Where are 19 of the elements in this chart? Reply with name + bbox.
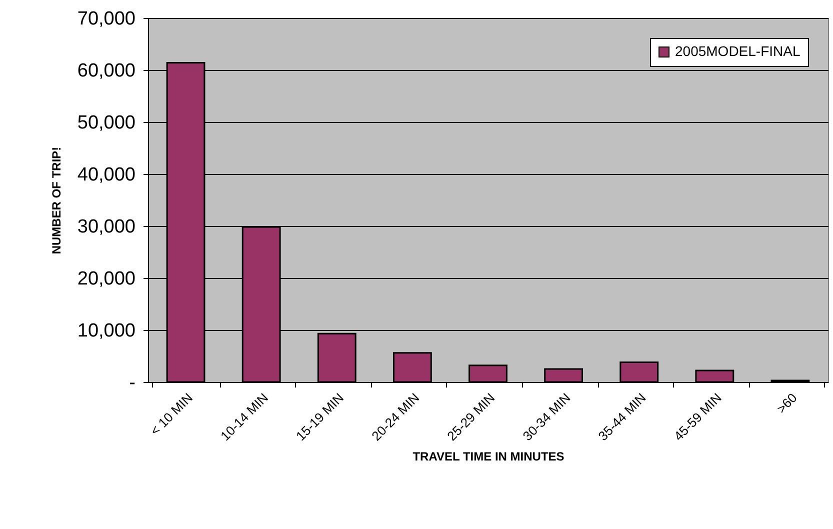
y-tick-label: 40,000 [77, 164, 136, 186]
x-tick-label: >60 [774, 390, 800, 416]
y-tick-label: 60,000 [77, 60, 136, 82]
bar [317, 332, 356, 383]
bar [468, 364, 508, 383]
y-tick-label: 10,000 [77, 320, 136, 342]
y-tick-label: 70,000 [77, 8, 136, 30]
y-tick-label: 30,000 [77, 216, 136, 238]
y-tick-label: 20,000 [77, 268, 136, 290]
y-tick-label: 50,000 [77, 112, 136, 134]
x-axis-title: TRAVEL TIME IN MINUTES [412, 450, 564, 464]
bar [544, 368, 584, 383]
x-tick-label: < 10 MIN [147, 390, 196, 438]
y-axis-title: NUMBER OF TRIP! [49, 146, 64, 254]
y-tick-label: - [129, 372, 136, 394]
bar [392, 352, 432, 383]
legend-label: 2005MODEL-FINAL [675, 43, 800, 59]
bar [620, 361, 659, 383]
bar [695, 370, 734, 383]
